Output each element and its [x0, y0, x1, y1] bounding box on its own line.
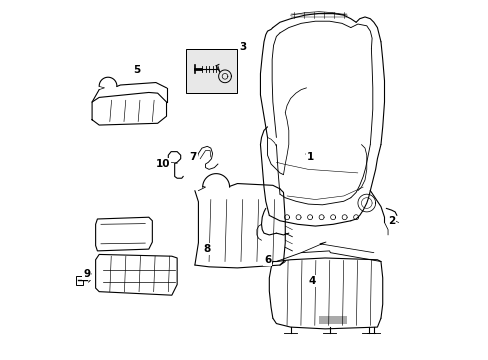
Bar [318, 316, 346, 324]
Polygon shape [96, 217, 152, 251]
Text: 8: 8 [203, 244, 210, 254]
Polygon shape [96, 255, 177, 295]
Text: 6: 6 [264, 255, 271, 265]
Text: 9: 9 [83, 269, 90, 279]
Text: 4: 4 [307, 276, 315, 286]
Text: 3: 3 [239, 42, 246, 52]
Text: 7: 7 [189, 152, 196, 162]
Text: 5: 5 [133, 65, 140, 75]
Text: 2: 2 [387, 216, 394, 226]
Bar [185, 49, 237, 93]
Bar [76, 276, 82, 284]
Text: 1: 1 [306, 152, 313, 162]
Text: 10: 10 [155, 159, 170, 169]
